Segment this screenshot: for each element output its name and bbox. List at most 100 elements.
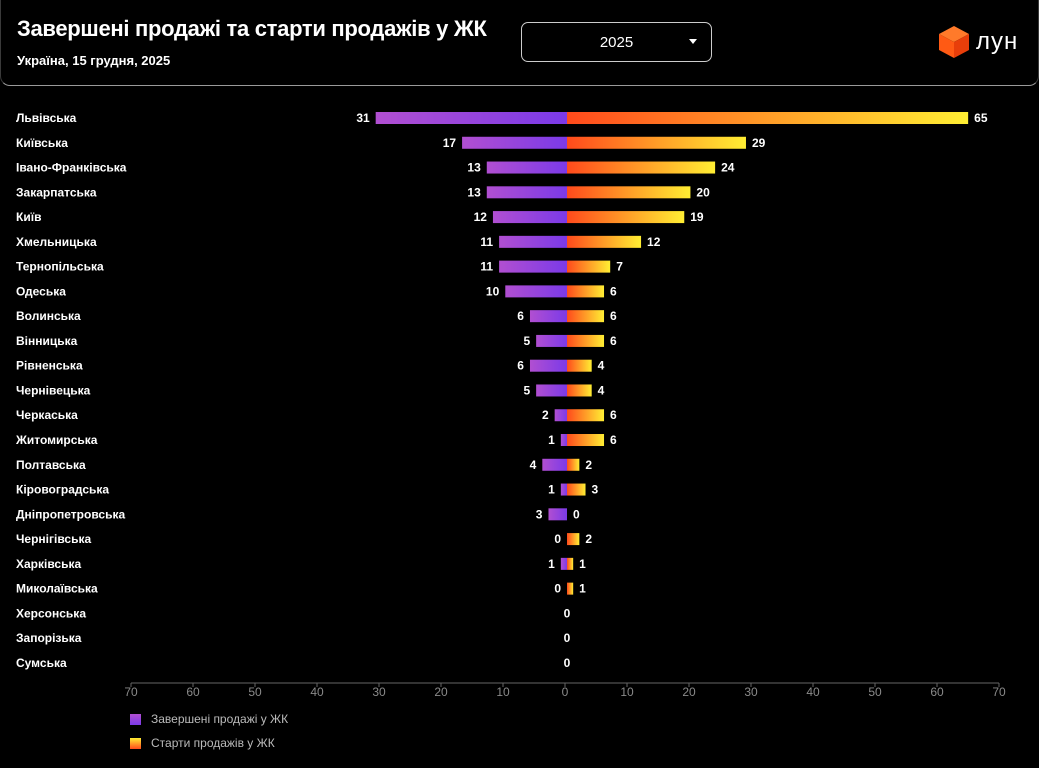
category-label: Київська — [16, 136, 68, 150]
value-label-completed: 11 — [480, 235, 493, 249]
bar-completed — [542, 458, 567, 471]
value-label-starts: 1 — [579, 582, 586, 596]
value-label-completed: 13 — [467, 161, 481, 175]
page-title: Завершені продажі та старти продажів у Ж… — [17, 16, 487, 41]
bar-completed — [499, 260, 567, 273]
value-label-starts: 6 — [610, 334, 617, 348]
bar-completed — [529, 359, 567, 372]
bar-completed — [536, 334, 567, 347]
bar-completed — [554, 409, 567, 422]
bar-starts — [567, 186, 691, 199]
bar-completed — [499, 235, 567, 248]
value-label-completed: 4 — [530, 458, 537, 472]
x-tick-label: 70 — [124, 685, 138, 699]
cube-logo-icon — [939, 26, 969, 58]
category-label: Сумська — [16, 656, 67, 670]
bar-starts — [567, 557, 574, 570]
category-label: Вінницька — [16, 334, 78, 348]
bar-starts — [567, 434, 605, 447]
category-label: Чернігівська — [16, 532, 91, 546]
bar-starts — [567, 533, 580, 546]
x-tick-label: 20 — [682, 685, 696, 699]
value-label-starts: 1 — [579, 557, 586, 571]
bar-starts — [567, 310, 605, 323]
bar-starts — [567, 409, 605, 422]
bar-starts — [567, 285, 605, 298]
x-tick-label: 0 — [562, 685, 569, 699]
bar-starts — [567, 112, 969, 124]
bar-completed — [548, 508, 567, 521]
x-tick-label: 40 — [806, 685, 820, 699]
legend-swatch-starts — [130, 737, 141, 749]
value-label-completed: 12 — [474, 210, 488, 224]
value-label-starts: 4 — [598, 359, 605, 373]
bar-completed — [560, 434, 567, 447]
value-label-completed: 1 — [548, 557, 555, 571]
value-label-completed: 5 — [523, 383, 530, 397]
value-label-starts: 65 — [974, 111, 988, 125]
x-tick-label: 20 — [434, 685, 448, 699]
bar-starts — [567, 359, 592, 372]
value-label: 0 — [564, 606, 571, 620]
legend-label-completed: Завершені продажі у ЖК — [151, 712, 289, 726]
category-label: Черкаська — [16, 408, 78, 422]
category-label: Полтавська — [16, 458, 86, 472]
value-label-starts: 19 — [690, 210, 704, 224]
legend-item-completed[interactable]: Завершені продажі у ЖК — [130, 712, 288, 726]
bar-completed — [560, 557, 567, 570]
bar-starts — [567, 161, 716, 174]
bar-starts — [567, 235, 642, 248]
bar-starts — [567, 260, 611, 273]
page-subtitle: Україна, 15 грудня, 2025 — [17, 53, 171, 68]
bar-completed — [492, 211, 567, 224]
bar-completed — [536, 384, 567, 397]
x-tick-label: 40 — [310, 685, 324, 699]
category-label: Одеська — [16, 284, 66, 298]
value-label-completed: 0 — [554, 582, 561, 596]
x-tick-label: 60 — [930, 685, 944, 699]
value-label-starts: 3 — [592, 483, 599, 497]
value-label-starts: 6 — [610, 408, 617, 422]
value-label-completed: 1 — [548, 483, 555, 497]
category-label: Івано-Франківська — [16, 161, 127, 175]
year-select[interactable]: 2025 — [521, 22, 712, 62]
category-label: Тернопільська — [16, 260, 104, 274]
bar-completed — [486, 186, 567, 199]
year-select-value: 2025 — [599, 33, 634, 51]
value-label-starts: 7 — [616, 260, 623, 274]
category-label: Кіровоградська — [16, 483, 109, 497]
bar-completed — [505, 285, 567, 298]
value-label-completed: 6 — [517, 359, 524, 373]
category-label: Запорізька — [16, 631, 82, 645]
value-label-starts: 2 — [585, 532, 592, 546]
category-label: Рівненська — [16, 359, 83, 373]
bar-starts — [567, 211, 685, 224]
category-label: Чернівецька — [16, 383, 91, 397]
x-tick-label: 50 — [868, 685, 882, 699]
bar-starts — [567, 136, 746, 149]
value-label-completed: 17 — [443, 136, 457, 150]
value-label-completed: 0 — [554, 532, 561, 546]
bar-starts — [567, 458, 580, 471]
legend-item-starts[interactable]: Старти продажів у ЖК — [130, 736, 275, 750]
category-label: Закарпатська — [16, 185, 97, 199]
x-tick-label: 50 — [248, 685, 262, 699]
category-label: Дніпропетровська — [16, 507, 125, 521]
x-tick-label: 10 — [496, 685, 510, 699]
category-label: Львівська — [16, 111, 77, 125]
value-label: 0 — [564, 631, 571, 645]
value-label-completed: 6 — [517, 309, 524, 323]
legend-swatch-completed — [130, 713, 141, 725]
bar-starts — [567, 334, 605, 347]
value-label-starts: 6 — [610, 309, 617, 323]
value-label-starts: 6 — [610, 284, 617, 298]
value-label-starts: 24 — [721, 161, 735, 175]
logo: лун — [938, 25, 1018, 59]
category-label: Київ — [16, 210, 41, 224]
value-label-completed: 11 — [480, 260, 493, 274]
value-label-completed: 10 — [486, 284, 500, 298]
category-label: Харківська — [16, 557, 81, 571]
value-label-starts: 29 — [752, 136, 766, 150]
category-label: Миколаївська — [16, 582, 98, 596]
bar-completed — [375, 112, 567, 124]
